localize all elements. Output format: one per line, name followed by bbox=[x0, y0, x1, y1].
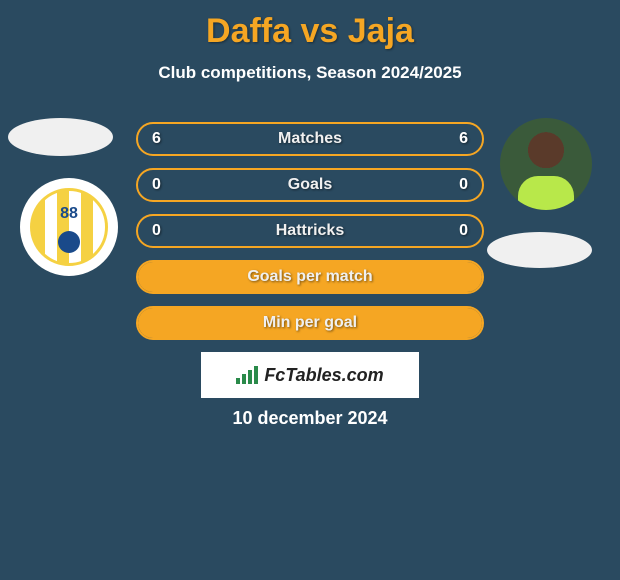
page-title: Daffa vs Jaja bbox=[0, 0, 620, 51]
stat-row-matches: 6 Matches 6 bbox=[136, 122, 484, 156]
branding-badge: FcTables.com bbox=[201, 352, 419, 398]
bar-chart-icon bbox=[236, 366, 258, 384]
stat-row-min-per-goal: Min per goal bbox=[136, 306, 484, 340]
soccer-ball-icon bbox=[58, 231, 80, 253]
stat-label: Min per goal bbox=[138, 314, 482, 332]
stat-right-value: 0 bbox=[454, 176, 468, 194]
club-logo-number: 88 bbox=[60, 205, 78, 223]
subtitle: Club competitions, Season 2024/2025 bbox=[0, 63, 620, 83]
stat-row-goals-per-match: Goals per match bbox=[136, 260, 484, 294]
stat-left-value: 0 bbox=[152, 222, 166, 240]
player-left-placeholder bbox=[8, 118, 113, 156]
stats-container: 6 Matches 6 0 Goals 0 0 Hattricks 0 Goal… bbox=[136, 122, 484, 352]
stat-right-value: 6 bbox=[454, 130, 468, 148]
stat-row-hattricks: 0 Hattricks 0 bbox=[136, 214, 484, 248]
stat-row-goals: 0 Goals 0 bbox=[136, 168, 484, 202]
player-left-club-logo: 88 bbox=[20, 178, 118, 276]
stat-left-value: 0 bbox=[152, 176, 166, 194]
stat-label: Hattricks bbox=[138, 222, 482, 240]
stat-label: Matches bbox=[138, 130, 482, 148]
stat-label: Goals per match bbox=[138, 268, 482, 286]
player-right-club-placeholder bbox=[487, 232, 592, 268]
date-text: 10 december 2024 bbox=[0, 408, 620, 429]
player-right-photo bbox=[500, 118, 592, 210]
stat-left-value: 6 bbox=[152, 130, 166, 148]
stat-label: Goals bbox=[138, 176, 482, 194]
stat-right-value: 0 bbox=[454, 222, 468, 240]
branding-text: FcTables.com bbox=[264, 365, 383, 386]
